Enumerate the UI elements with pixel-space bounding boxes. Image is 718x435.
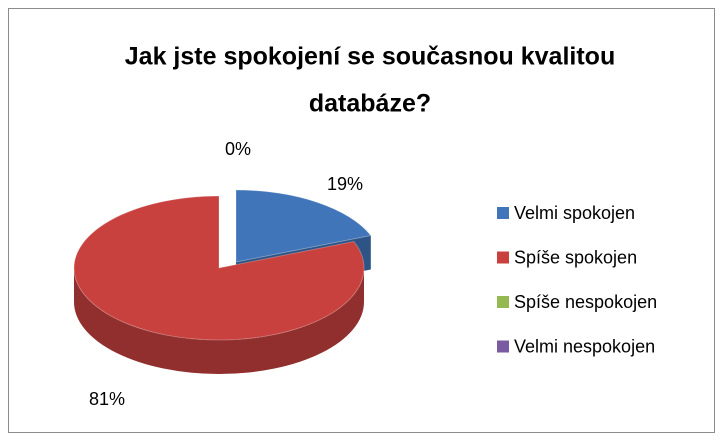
data-label: 19% [327,174,363,194]
slice-side [74,268,364,374]
legend-label: Velmi nespokojen [514,336,655,356]
chart-title: Jak jste spokojení se současnou kvalitou [125,43,615,71]
chart-title: databáze? [309,90,431,118]
legend-swatch [497,207,509,219]
data-label: 0% [225,139,251,159]
pie-slice [73,195,365,341]
legend-swatch [497,251,509,264]
data-label: 81% [89,389,125,409]
legend-label: Spíše spokojen [514,247,637,267]
legend-label: Velmi spokojen [514,203,635,223]
pie-slice [235,189,372,263]
legend-swatch [497,296,509,308]
legend-label: Spíše nespokojen [514,292,657,312]
legend-swatch [497,340,509,353]
